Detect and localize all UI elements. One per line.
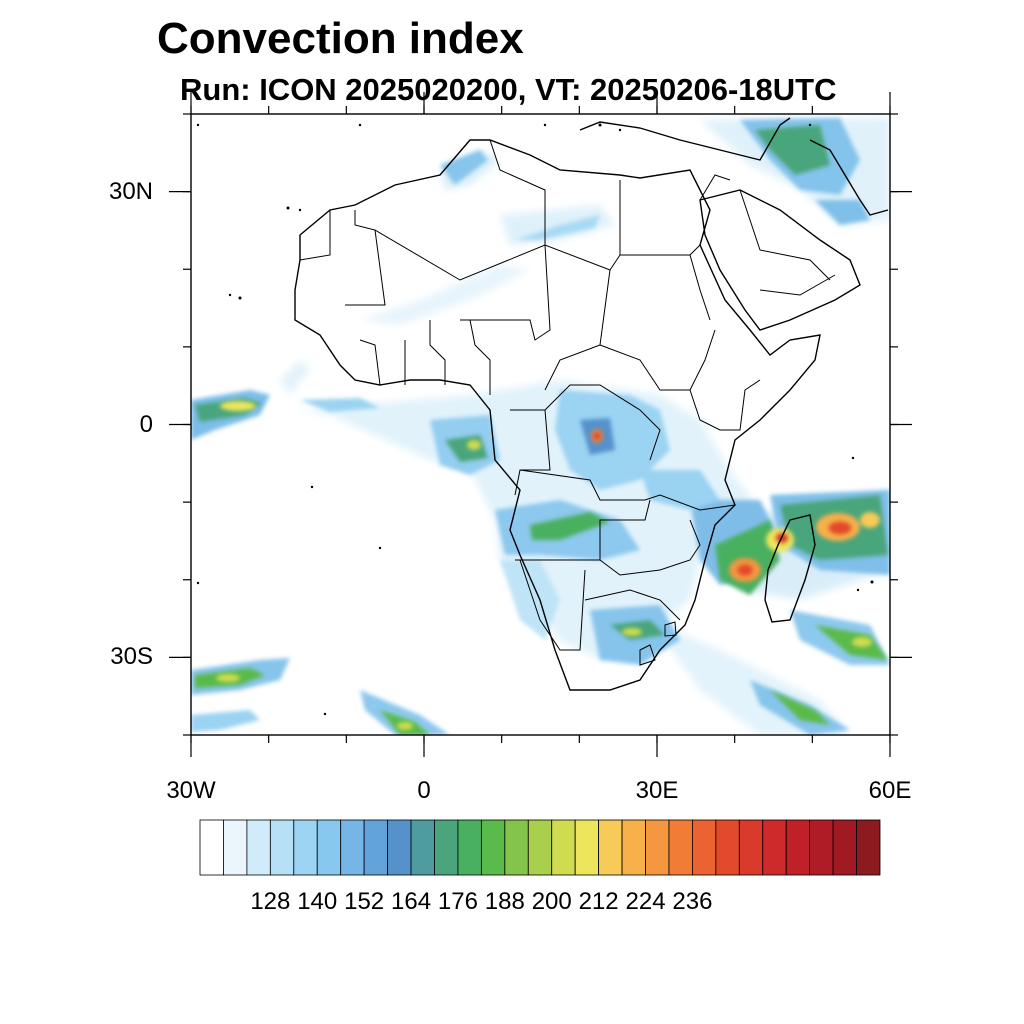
colorbar [199,819,881,876]
southern-band-blue [360,690,450,735]
small-islands [196,123,874,716]
colorbar-swatch [316,819,342,876]
colorbar-tick-label: 212 [578,888,619,915]
colorbar-tick-label: 176 [437,888,478,915]
south-africa-yellow [622,628,642,636]
chart-title: Convection index [157,14,524,63]
colorbar-swatch [856,819,881,876]
colorbar-swatch [246,819,271,876]
ne-green [755,125,830,175]
arabia-blue [815,200,870,225]
south-atlantic-2-blue [191,710,260,732]
colorbar-swatch [832,819,857,876]
lon-tick-label: 60E [868,777,912,804]
colorbar-tick-label: 200 [531,888,572,915]
colorbar-swatch [692,819,717,876]
lat-tick-label: 0 [139,410,153,438]
haze-atlantic-streak [280,360,310,395]
moz-channel-red [737,564,753,576]
colorbar-swatch [785,819,811,876]
coastlines [294,117,889,691]
colorbar-swatch [480,819,506,876]
colorbar-swatch [621,819,646,876]
southern-band-yellow [397,722,413,730]
se-green [815,625,888,660]
sahara-streak-blue [515,215,600,240]
lat-tick-label: 30N [108,177,153,205]
chart-subtitle: Run: ICON 2025020200, VT: 20250206-18UTC [180,72,837,107]
colorbar-tick-label: 188 [484,888,525,915]
colorbar-swatch [574,819,600,876]
africa-coastline [294,139,821,691]
colorbar-tick-label: 152 [344,888,385,915]
south-atlantic-yellow [216,674,240,682]
colorbar-swatch [269,819,295,876]
colorbar-tick-label: 164 [391,888,432,915]
axis-ticks [169,92,912,757]
colorbar-tick-label: 224 [625,888,666,915]
colorbar-swatch [762,819,787,876]
colorbar-swatch [645,819,670,876]
guinea-blue [300,398,380,412]
convection-field [191,117,890,735]
colorbar-swatch [199,819,224,876]
colorbar-swatch [223,819,248,876]
se-yellow [852,637,872,647]
colorbar-swatch [504,819,529,876]
lon-tick-label: 30E [635,777,679,804]
mediterranean-north [579,117,791,161]
colorbar-swatch [715,819,740,876]
namibia-blue [500,560,560,640]
southern-band-2-green [770,690,830,725]
moz-channel-green [715,520,780,595]
madagascar-north-red [828,521,852,535]
east-africa-blue [640,470,720,510]
atlantic-yellow [220,401,256,411]
lon-tick-label: 30W [166,777,216,804]
colorbar-swatch [527,819,553,876]
colorbar-swatch [598,819,623,876]
madagascar [764,514,816,623]
gabon-yellow [467,440,481,450]
colorbar-swatch [434,819,459,876]
colorbar-swatch [551,819,576,876]
haze-north-sahara [500,205,615,245]
madagascar-east-yellow [860,512,880,528]
libya-blue [440,150,488,185]
angola-green [530,512,610,540]
colorbar-swatch [387,819,412,876]
colorbar-swatch [340,819,365,876]
colorbar-swatch [363,819,388,876]
arabia [699,189,861,331]
colorbar-swatch [293,819,318,876]
colorbar-swatch [457,819,482,876]
lon-tick-label: 0 [417,777,431,804]
haze-west-sahel [360,265,530,325]
colorbar-swatch [809,819,834,876]
country-borders [299,139,836,666]
colorbar-swatch [738,819,764,876]
colorbar-tick-label: 236 [672,888,713,915]
colorbar-tick-label: 128 [250,888,291,915]
lat-tick-label: 30S [110,643,153,671]
colorbar-tick-label: 140 [297,888,338,915]
congo-core [594,433,600,439]
colorbar-swatch [410,819,435,876]
caspian-east [809,139,889,216]
colorbar-swatch [668,819,693,876]
